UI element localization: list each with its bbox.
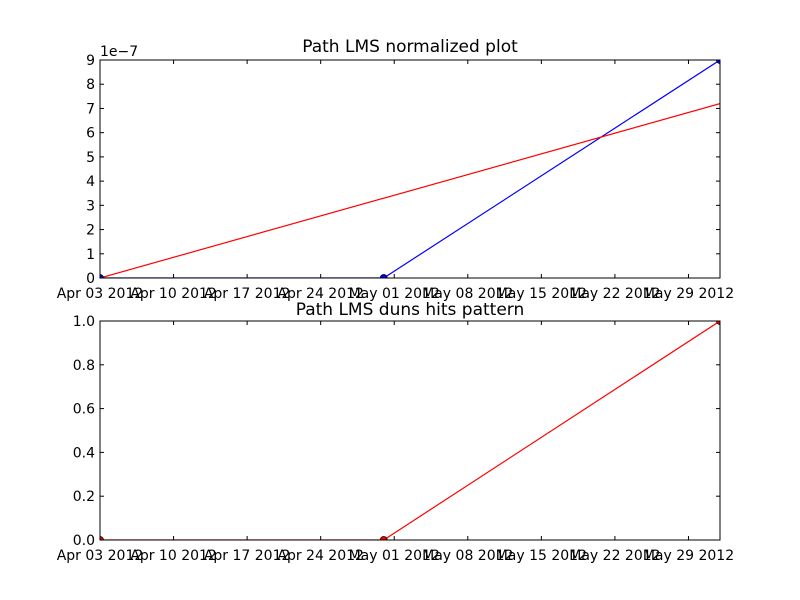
- series-line-0: [100, 321, 720, 540]
- x-tick-label: May 22 2012: [569, 286, 660, 302]
- x-tick-label: May 15 2012: [496, 286, 587, 302]
- x-tick-label: May 08 2012: [422, 286, 513, 302]
- x-tick-label: Apr 17 2012: [204, 286, 291, 302]
- series-point-0-1: [379, 274, 388, 278]
- y-tick-label: 0: [86, 271, 95, 287]
- chart-normalized-plot: Path LMS normalized plot 1e−7 0 1 2 3 4 5 6 7 8 9…: [57, 37, 734, 302]
- y-tick-label: 6: [86, 126, 95, 142]
- y-tick-label: 0.4: [73, 445, 95, 461]
- y-tick-label: 9: [86, 53, 95, 69]
- x-tick-label: May 01 2012: [349, 548, 440, 564]
- chart-title: Path LMS duns hits pattern: [296, 300, 525, 320]
- x-tick-label: Apr 03 2012: [57, 548, 144, 564]
- x-tick-label: Apr 17 2012: [204, 548, 291, 564]
- y-tick-label: 0.2: [73, 489, 95, 505]
- x-tick-label: May 22 2012: [569, 548, 660, 564]
- y-tick-label: 0.8: [73, 358, 95, 374]
- y-tick-label: 4: [86, 174, 95, 190]
- x-tick-label: May 15 2012: [496, 548, 587, 564]
- series-line-1: [100, 103, 720, 278]
- plot-area: [100, 321, 720, 540]
- y-tick-label: 3: [86, 198, 95, 214]
- x-tick-label: May 29 2012: [643, 286, 734, 302]
- y-tick-label: 0.0: [73, 533, 95, 549]
- chart-duns-hits-pattern: Path LMS duns hits pattern 0.0 0.2 0.4 0.6 0…: [57, 300, 734, 564]
- y-tick-label: 8: [86, 77, 95, 93]
- x-tick-label: May 01 2012: [349, 286, 440, 302]
- x-tick-label: Apr 03 2012: [57, 286, 144, 302]
- series-point-0-2: [716, 60, 720, 64]
- y-tick-label: 7: [86, 101, 95, 117]
- x-tick-label: Apr 24 2012: [277, 548, 364, 564]
- series-point-0-1: [379, 536, 388, 540]
- y-offset-label: 1e−7: [100, 44, 138, 60]
- x-tick-label: May 29 2012: [643, 548, 734, 564]
- plot-frame: [99, 59, 721, 279]
- x-tick-label: Apr 10 2012: [130, 548, 217, 564]
- y-tick-label: 2: [86, 223, 95, 239]
- y-tick-label: 5: [86, 150, 95, 166]
- chart-title: Path LMS normalized plot: [302, 37, 518, 57]
- plot-frame: [99, 320, 721, 541]
- series-line-0: [100, 60, 720, 278]
- x-tick-label: Apr 24 2012: [277, 286, 364, 302]
- y-tick-label: 1: [86, 247, 95, 263]
- x-tick-label: May 08 2012: [422, 548, 513, 564]
- series-point-0-2: [716, 321, 720, 325]
- series-point-0-0: [100, 536, 104, 540]
- plot-area: [100, 60, 720, 278]
- y-tick-label: 0.6: [73, 402, 95, 418]
- x-tick-label: Apr 10 2012: [130, 286, 217, 302]
- series-point-0-0: [100, 274, 104, 278]
- y-tick-label: 1.0: [73, 314, 95, 330]
